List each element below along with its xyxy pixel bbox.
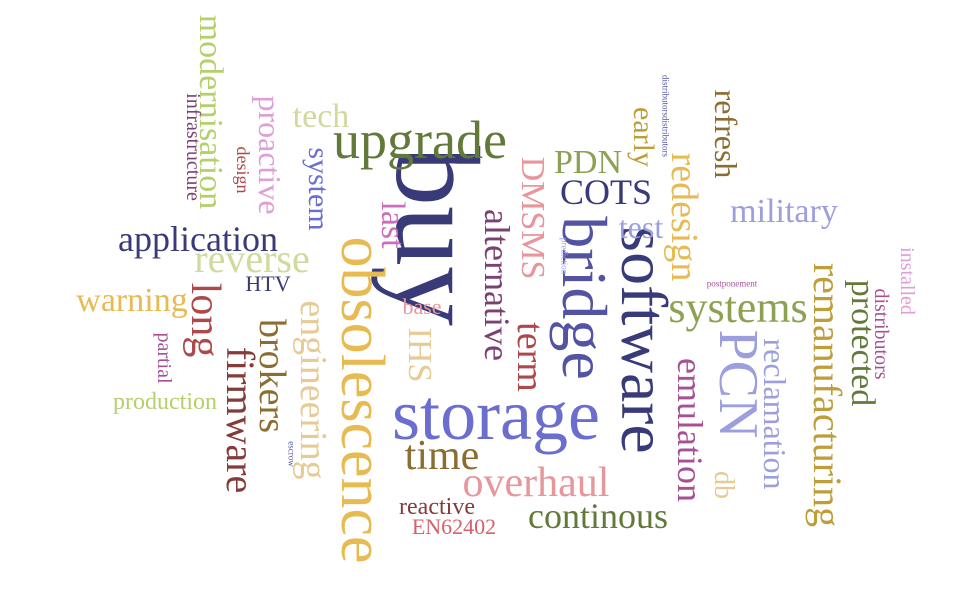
word-distributorsdistributors: distributorsdistributors bbox=[660, 74, 671, 158]
word-postponement: postponement bbox=[706, 278, 758, 289]
word-system: system bbox=[302, 147, 335, 231]
word-test: test bbox=[618, 209, 664, 245]
word-reclamation: reclamation bbox=[757, 338, 793, 490]
word-obsolescence: obsolescence bbox=[328, 236, 396, 564]
word-design: design bbox=[233, 146, 253, 194]
word-systems: systems bbox=[668, 283, 808, 332]
word-last: last bbox=[374, 201, 411, 249]
word-redesign: redesign bbox=[663, 152, 705, 282]
word-infrastructure: infrastructure bbox=[182, 93, 204, 201]
word-en62402: EN62402 bbox=[411, 514, 497, 539]
word-dmsms: DMSMS bbox=[514, 156, 551, 280]
word-application: application bbox=[118, 219, 278, 259]
word-installed: installed bbox=[896, 247, 918, 315]
word-warning: warning bbox=[76, 282, 188, 319]
word-escrow: escrow bbox=[286, 441, 297, 467]
word-storage: storage bbox=[392, 375, 600, 455]
word-cots: COTS bbox=[559, 172, 653, 212]
word-ihs: IHS bbox=[401, 327, 438, 383]
word-reverse: reverse bbox=[194, 236, 310, 281]
word-refresh: refresh bbox=[708, 89, 744, 179]
word-term: term bbox=[509, 322, 551, 392]
word-db: db bbox=[708, 471, 739, 499]
word-base: base bbox=[402, 294, 442, 319]
word-military: military bbox=[730, 193, 838, 230]
word-time: time bbox=[404, 433, 480, 479]
word-upgrade: upgrade bbox=[333, 110, 507, 170]
word-proactive: proactive bbox=[252, 95, 288, 215]
word-remanufacturing: remanufacturing bbox=[805, 262, 850, 528]
word-tech: tech bbox=[292, 98, 350, 135]
word-emulation: emulation bbox=[670, 358, 710, 502]
word-engineering: engineering bbox=[292, 300, 334, 480]
word-early: early bbox=[627, 107, 660, 167]
word-reactive: reactive bbox=[399, 494, 475, 520]
word-pdn: PDN bbox=[553, 144, 623, 181]
word-distributors: distributors bbox=[870, 288, 892, 380]
word-long: long bbox=[182, 282, 228, 358]
word-overhaul: overhaul bbox=[462, 460, 610, 506]
word-production: production bbox=[113, 389, 217, 415]
word-partial: partial bbox=[153, 332, 175, 384]
word-brokers: brokers bbox=[251, 319, 293, 433]
word-htv: HTV bbox=[245, 271, 291, 296]
word-prediction: prediction bbox=[559, 237, 570, 275]
word-continous: continous bbox=[528, 496, 668, 536]
